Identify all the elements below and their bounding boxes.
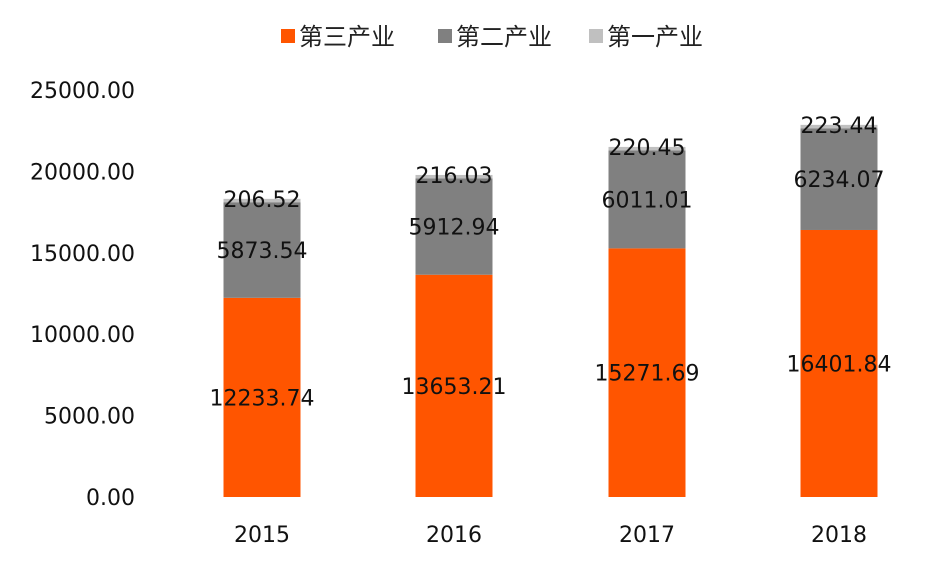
- y-tick-label: 10000.00: [30, 323, 135, 348]
- x-tick-label: 2018: [811, 523, 867, 548]
- x-tick-label: 2016: [426, 523, 482, 548]
- data-label: 15271.69: [595, 362, 700, 387]
- bar-segment: [415, 178, 493, 275]
- data-label: 13653.21: [402, 375, 507, 400]
- legend-swatch-2: [589, 29, 603, 43]
- legend: 第三产业 第二产业 第一产业: [281, 23, 703, 51]
- data-label: 206.52: [224, 188, 301, 213]
- data-label: 5873.54: [217, 239, 308, 264]
- y-tick-label: 20000.00: [30, 160, 135, 185]
- bars: [223, 124, 878, 498]
- data-label: 12233.74: [210, 386, 315, 411]
- y-tick-label: 15000.00: [30, 242, 135, 267]
- data-label: 6234.07: [794, 168, 885, 193]
- bar-segment: [608, 248, 686, 497]
- bar-segment: [223, 202, 301, 298]
- data-label: 5912.94: [409, 216, 500, 241]
- legend-label-0: 第三产业: [299, 23, 395, 51]
- legend-label-1: 第二产业: [456, 23, 552, 51]
- data-label: 223.44: [801, 114, 878, 139]
- y-tick-label: 5000.00: [44, 405, 135, 430]
- data-label: 6011.01: [602, 188, 693, 213]
- bar-segment: [223, 297, 301, 497]
- data-label: 220.45: [609, 136, 686, 161]
- bar-segment: [800, 229, 878, 498]
- legend-swatch-1: [438, 29, 452, 43]
- legend-swatch-0: [281, 29, 295, 43]
- y-tick-label: 25000.00: [30, 79, 135, 104]
- bar-segment: [415, 174, 493, 179]
- y-axis: 0.00 5000.00 10000.00 15000.00 20000.00 25000…: [30, 79, 135, 511]
- bar-segment: [223, 198, 301, 203]
- data-label: 216.03: [416, 164, 493, 189]
- legend-label-2: 第一产业: [607, 23, 703, 51]
- y-tick-label: 0.00: [86, 486, 135, 511]
- x-tick-label: 2017: [619, 523, 675, 548]
- bar-segment: [415, 274, 493, 497]
- bar-segment: [800, 128, 878, 230]
- bar-segment: [608, 150, 686, 249]
- bar-segment: [800, 124, 878, 129]
- x-tick-label: 2015: [234, 523, 290, 548]
- data-labels: 12233.74 5873.54 206.52 13653.21 5912.94 216.…: [210, 114, 892, 412]
- data-label: 16401.84: [787, 352, 892, 377]
- x-axis: 2015 2016 2017 2018: [234, 523, 867, 548]
- bar-segment: [608, 146, 686, 151]
